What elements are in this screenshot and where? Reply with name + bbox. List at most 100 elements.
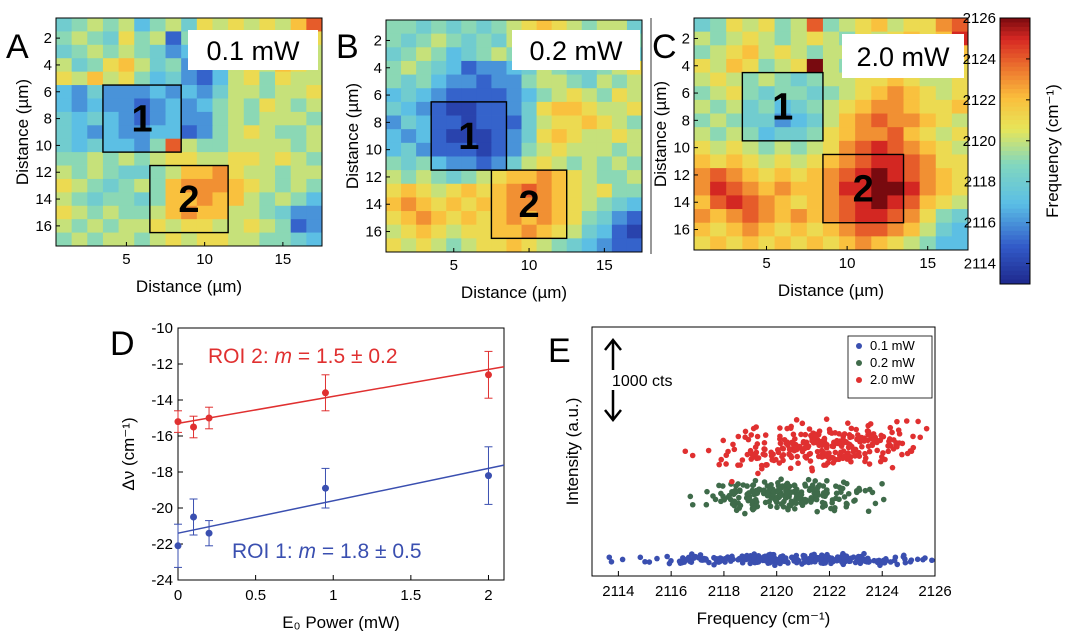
heatmap-cell-a [228, 18, 245, 32]
heatmap-cell-b [551, 142, 568, 157]
heatmap-cell-b [536, 197, 553, 212]
colorbar-label: Frequency (cm⁻¹) [1043, 84, 1062, 218]
heatmap-cell-c [710, 45, 727, 60]
scatter-point-01mw [751, 554, 757, 561]
heatmap-cell-b [386, 101, 402, 116]
scatter-point-02mw [787, 502, 794, 509]
colorbar-segment [1000, 142, 1030, 148]
heatmap-cell-b [626, 211, 643, 226]
scatter-point-20mw [780, 452, 787, 458]
heatmap-cell-b [611, 115, 628, 130]
scatter-point-20mw [800, 438, 807, 445]
heatmap-cell-b [626, 156, 643, 171]
heatmap-cell-c [710, 58, 727, 73]
heatmap-cell-a [102, 18, 119, 32]
heatmap-cell-a [71, 192, 88, 207]
legend-marker [856, 377, 862, 383]
heatmap-cell-a [196, 111, 213, 126]
heatmap-cell-a [290, 71, 307, 86]
heatmap-cell-a [259, 111, 276, 126]
heatmap-cell-b [566, 156, 583, 171]
data-point-roi1 [190, 513, 198, 521]
scatter-point-20mw [730, 441, 736, 448]
heatmap-cell-a [259, 152, 276, 166]
heatmap-cell-a [275, 98, 292, 113]
colorbar-segment [1000, 124, 1030, 130]
heatmap-cell-c [758, 72, 775, 87]
scatter-point-20mw [869, 440, 876, 447]
heatmap-cell-b [551, 156, 568, 171]
scatter-point-20mw [812, 433, 818, 439]
heatmap-cell-b [386, 156, 402, 171]
heatmap-cell-b [476, 88, 492, 103]
heatmap-cell-c [822, 45, 840, 60]
colorbar-segment [1000, 275, 1030, 281]
scatter-point-02mw [761, 479, 768, 485]
heatmap-cell-c [710, 99, 727, 114]
scale-bar-arrowhead [604, 409, 622, 423]
y-tick-label: 14 [35, 191, 52, 208]
heatmap-cell-c [710, 140, 727, 155]
heatmap-cell-c [726, 236, 743, 251]
heatmap-cell-c [742, 31, 759, 46]
scatter-point-02mw [808, 499, 814, 505]
heatmap-cell-a [290, 232, 307, 247]
heatmap-cell-b [536, 88, 553, 103]
scatter-point-20mw [834, 437, 840, 444]
heatmap-cell-a [149, 192, 166, 207]
heatmap-cell-b [446, 238, 462, 253]
heatmap-cell-a [102, 152, 119, 166]
scatter-point-20mw [689, 452, 696, 459]
colorbar-segment [1000, 208, 1030, 214]
heatmap-cell-c [742, 195, 759, 210]
scatter-point-20mw [845, 420, 851, 426]
y-tick-label: 6 [374, 87, 382, 104]
y-axis-label: Distance (µm) [343, 83, 362, 189]
heatmap-cell-c [903, 181, 921, 196]
heatmap-cell-b [611, 197, 628, 212]
heatmap-cell-b [431, 183, 447, 198]
scatter-point-20mw [826, 450, 832, 456]
heatmap-cell-b [476, 142, 492, 157]
heatmap-cell-a [212, 71, 229, 86]
heatmap-cell-a [275, 111, 292, 126]
heatmap-cell-c [871, 154, 888, 169]
scatter-point-02mw [729, 489, 735, 495]
scatter-point-20mw [786, 446, 793, 453]
scatter-point-20mw [720, 437, 727, 444]
y-tick-label: -20 [151, 500, 173, 517]
heatmap-cell-a [228, 205, 245, 220]
heatmap-cell-b [551, 211, 568, 226]
heatmap-cell-a [134, 98, 151, 113]
heatmap-cell-a [306, 232, 323, 247]
scatter-point-20mw [823, 416, 830, 422]
heatmap-cell-b [626, 74, 643, 89]
colorbar-segment [1000, 80, 1030, 85]
heatmap-cell-b [596, 224, 613, 239]
heatmap-cell-b [461, 74, 477, 89]
heatmap-cell-a [56, 58, 73, 73]
heatmap-cell-b [566, 197, 583, 212]
scatter-point-01mw [822, 560, 829, 566]
scatter-point-01mw [914, 556, 921, 563]
heatmap-cell-c [774, 236, 792, 251]
heatmap-cell-c [935, 195, 953, 210]
scale-bar-label: 1000 cts [612, 373, 672, 390]
heatmap-cell-a [243, 98, 260, 113]
heatmap-cell-c [871, 222, 888, 237]
heatmap-cell-b [611, 170, 628, 185]
heatmap-cell-c [806, 86, 824, 101]
heatmap-cell-b [491, 197, 507, 212]
heatmap-cell-a [290, 165, 307, 180]
heatmap-cell-a [102, 98, 119, 113]
heatmap-cell-a [102, 205, 119, 220]
heatmap-cell-c [919, 86, 937, 101]
heatmap-cell-a [165, 58, 182, 73]
heatmap-cell-c [935, 127, 953, 142]
heatmap-cell-c [806, 113, 824, 128]
heatmap-cell-c [935, 222, 953, 237]
scatter-point-01mw [772, 562, 778, 569]
heatmap-cell-a [56, 18, 73, 32]
scatter-point-02mw [791, 505, 798, 512]
y-tick-label: 6 [682, 85, 690, 102]
